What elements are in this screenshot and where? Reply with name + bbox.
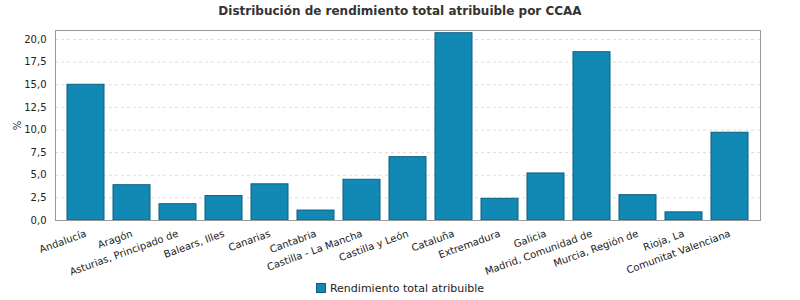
svg-text:Aragón: Aragón [96, 227, 134, 251]
svg-text:5,0: 5,0 [31, 169, 47, 180]
html-text:Rendimiento total atribuible: Rendimiento total atribuible [330, 282, 484, 295]
svg-text:Murcia, Región de: Murcia, Región de [552, 228, 640, 269]
svg-text:7,5: 7,5 [31, 147, 47, 158]
svg-text:%: % [12, 121, 23, 131]
svg-text:Castilla - La Mancha: Castilla - La Mancha [265, 227, 364, 273]
svg-text:Galicia: Galicia [512, 227, 548, 250]
svg-text:Castilla y León: Castilla y León [337, 228, 409, 263]
svg-text:12,5: 12,5 [24, 102, 46, 113]
svg-text:Rioja, La: Rioja, La [641, 227, 686, 253]
html-text:Distribución de rendimiento to: Distribución de rendimiento total atribu… [218, 4, 582, 18]
svg-text:10,0: 10,0 [24, 124, 46, 135]
svg-text:17,5: 17,5 [24, 56, 46, 67]
svg-text:2,5: 2,5 [31, 192, 47, 203]
svg-text:Balears, Illes: Balears, Illes [162, 228, 226, 260]
svg-text:Extremadura: Extremadura [437, 228, 502, 261]
svg-text:20,0: 20,0 [24, 34, 46, 45]
svg-text:Andalucía: Andalucía [38, 228, 88, 255]
svg-text:15,0: 15,0 [24, 79, 46, 90]
svg-text:Madrid, Comunidad de: Madrid, Comunidad de [483, 227, 594, 277]
svg-text:Canarias: Canarias [227, 228, 272, 253]
svg-text:0,0: 0,0 [31, 215, 47, 226]
svg-text:Cantabria: Cantabria [268, 227, 318, 255]
svg-text:Cataluña: Cataluña [410, 227, 456, 254]
svg-text:Asturias, Principado de: Asturias, Principado de [68, 227, 180, 278]
svg-text:Comunitat Valenciana: Comunitat Valenciana [625, 228, 732, 276]
